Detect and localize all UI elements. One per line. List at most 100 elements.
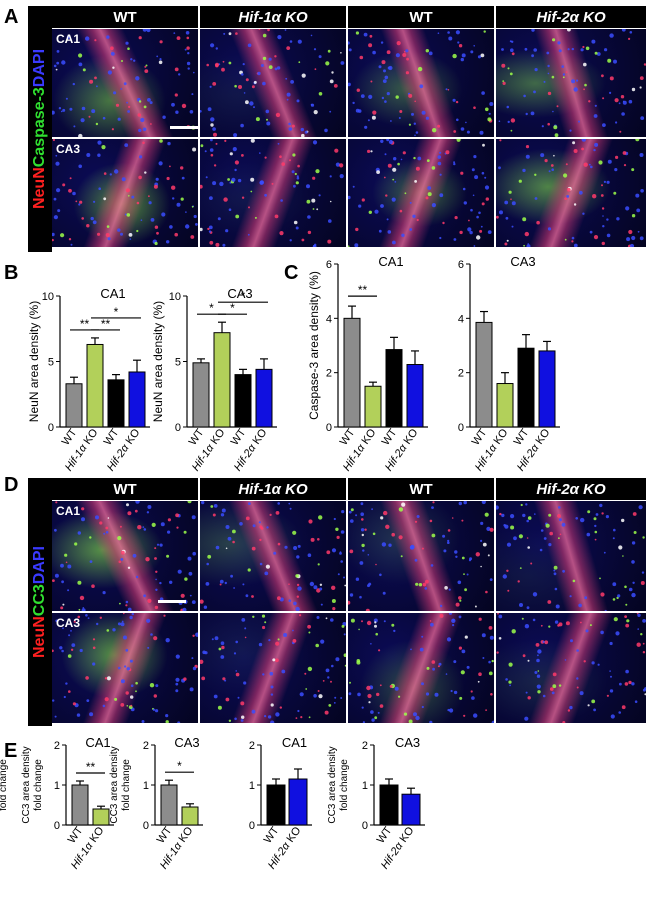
x-tick-label: WT [155, 825, 175, 846]
chart-title: CA3 [174, 735, 199, 750]
bar [71, 784, 89, 826]
y-tick-label: 0 [54, 820, 60, 832]
stain-label-top: NeuNCaspase-3DAPI [28, 6, 52, 252]
significance-label: * [209, 301, 214, 315]
region-label: CA1 [56, 504, 81, 518]
bar [92, 808, 110, 826]
y-tick-label: 0 [175, 422, 181, 434]
y-axis-label: fold change [33, 759, 44, 811]
panel-label-b: B [4, 262, 19, 284]
significance-label: ** [86, 760, 96, 774]
micrograph-tile [200, 613, 346, 723]
micrograph-tile [496, 139, 646, 247]
panel-label-d: D [4, 474, 19, 496]
y-tick-label: 10 [42, 291, 54, 303]
y-tick-label: 2 [326, 368, 332, 380]
chart-title: CA3 [395, 735, 420, 750]
micrograph-tile: CA1 [52, 501, 198, 611]
y-tick-label: 4 [326, 313, 332, 325]
micrograph-tile [496, 501, 646, 611]
micrograph-tile [348, 613, 494, 723]
x-tick-label: WT [375, 825, 395, 846]
panel-label-e: E [4, 740, 18, 762]
bar [538, 350, 556, 428]
y-tick-label: 1 [143, 780, 149, 792]
chart-title: CA1 [100, 286, 125, 301]
chart-title: CA3 [227, 286, 252, 301]
x-tick-label: WT [187, 427, 207, 448]
column-header: WT [348, 478, 494, 500]
region-label: CA3 [56, 616, 81, 630]
y-tick-label: 0 [143, 820, 149, 832]
micrograph-tile [200, 139, 346, 247]
significance-label: * [177, 759, 182, 773]
bar [160, 784, 178, 826]
y-tick-label: 5 [175, 357, 181, 369]
micrograph-tile [496, 613, 646, 723]
significance-label: * [230, 301, 235, 315]
panel-label-c: C [284, 262, 299, 284]
bar [266, 784, 286, 826]
y-axis-label: CC3 area density [327, 746, 338, 823]
bar [288, 778, 308, 826]
column-header: Hif-2α KO [496, 6, 646, 28]
y-axis-label: CC3 area density [109, 746, 120, 823]
column-header: Hif-1α KO [200, 6, 346, 28]
y-tick-label: 2 [249, 740, 255, 752]
y-axis-label: CC3 area density [21, 746, 32, 823]
y-tick-label: 0 [48, 422, 54, 434]
micrograph-tile [496, 29, 646, 137]
micrograph-tile [348, 501, 494, 611]
y-tick-label: 2 [362, 740, 368, 752]
column-header: WT [348, 6, 494, 28]
y-tick-label: 0 [362, 820, 368, 832]
x-tick-label: WT [470, 427, 490, 448]
y-tick-label: 6 [326, 259, 332, 271]
y-axis-label: NeuN area density (%) [151, 301, 165, 422]
x-tick-label: WT [512, 427, 532, 448]
column-header: Hif-1α KO [200, 478, 346, 500]
chart-title: CA1 [85, 735, 110, 750]
y-tick-label: 2 [54, 740, 60, 752]
micrograph-tile [348, 29, 494, 137]
significance-label: ** [80, 317, 90, 331]
column-header: WT [52, 478, 198, 500]
bar [364, 385, 382, 428]
panel-label-a: A [4, 6, 19, 28]
scale-bar-bottom [158, 600, 186, 603]
micrograph-tile: CA3 [52, 139, 198, 247]
y-tick-label: 1 [54, 780, 60, 792]
y-tick-label: 2 [458, 368, 464, 380]
micrograph-tile [200, 501, 346, 611]
y-tick-label: 0 [249, 820, 255, 832]
bar [517, 347, 535, 428]
bar [379, 784, 399, 826]
y-axis-label: NeuN area density (%) [27, 301, 41, 422]
y-tick-label: 1 [249, 780, 255, 792]
chart-title: CA3 [510, 254, 535, 269]
micrograph-tile [200, 29, 346, 137]
bar [255, 368, 273, 428]
bar [128, 371, 146, 428]
y-tick-label: 2 [143, 740, 149, 752]
bar [86, 343, 104, 428]
y-tick-label: 0 [458, 422, 464, 434]
bar [496, 383, 514, 428]
region-label: CA3 [56, 142, 81, 156]
y-axis-label: fold change [339, 759, 350, 811]
x-tick-label: WT [229, 427, 249, 448]
x-tick-label: WT [66, 825, 86, 846]
significance-label: ** [358, 283, 368, 297]
bar [475, 321, 493, 428]
bar [234, 374, 252, 428]
bar [343, 317, 361, 428]
bar [385, 349, 403, 428]
significance-label: ** [101, 317, 111, 331]
bar [213, 332, 231, 428]
bar [65, 383, 83, 428]
significance-label: * [241, 289, 246, 303]
bar [401, 793, 421, 826]
y-tick-label: 1 [362, 780, 368, 792]
chart-title: CA1 [282, 735, 307, 750]
